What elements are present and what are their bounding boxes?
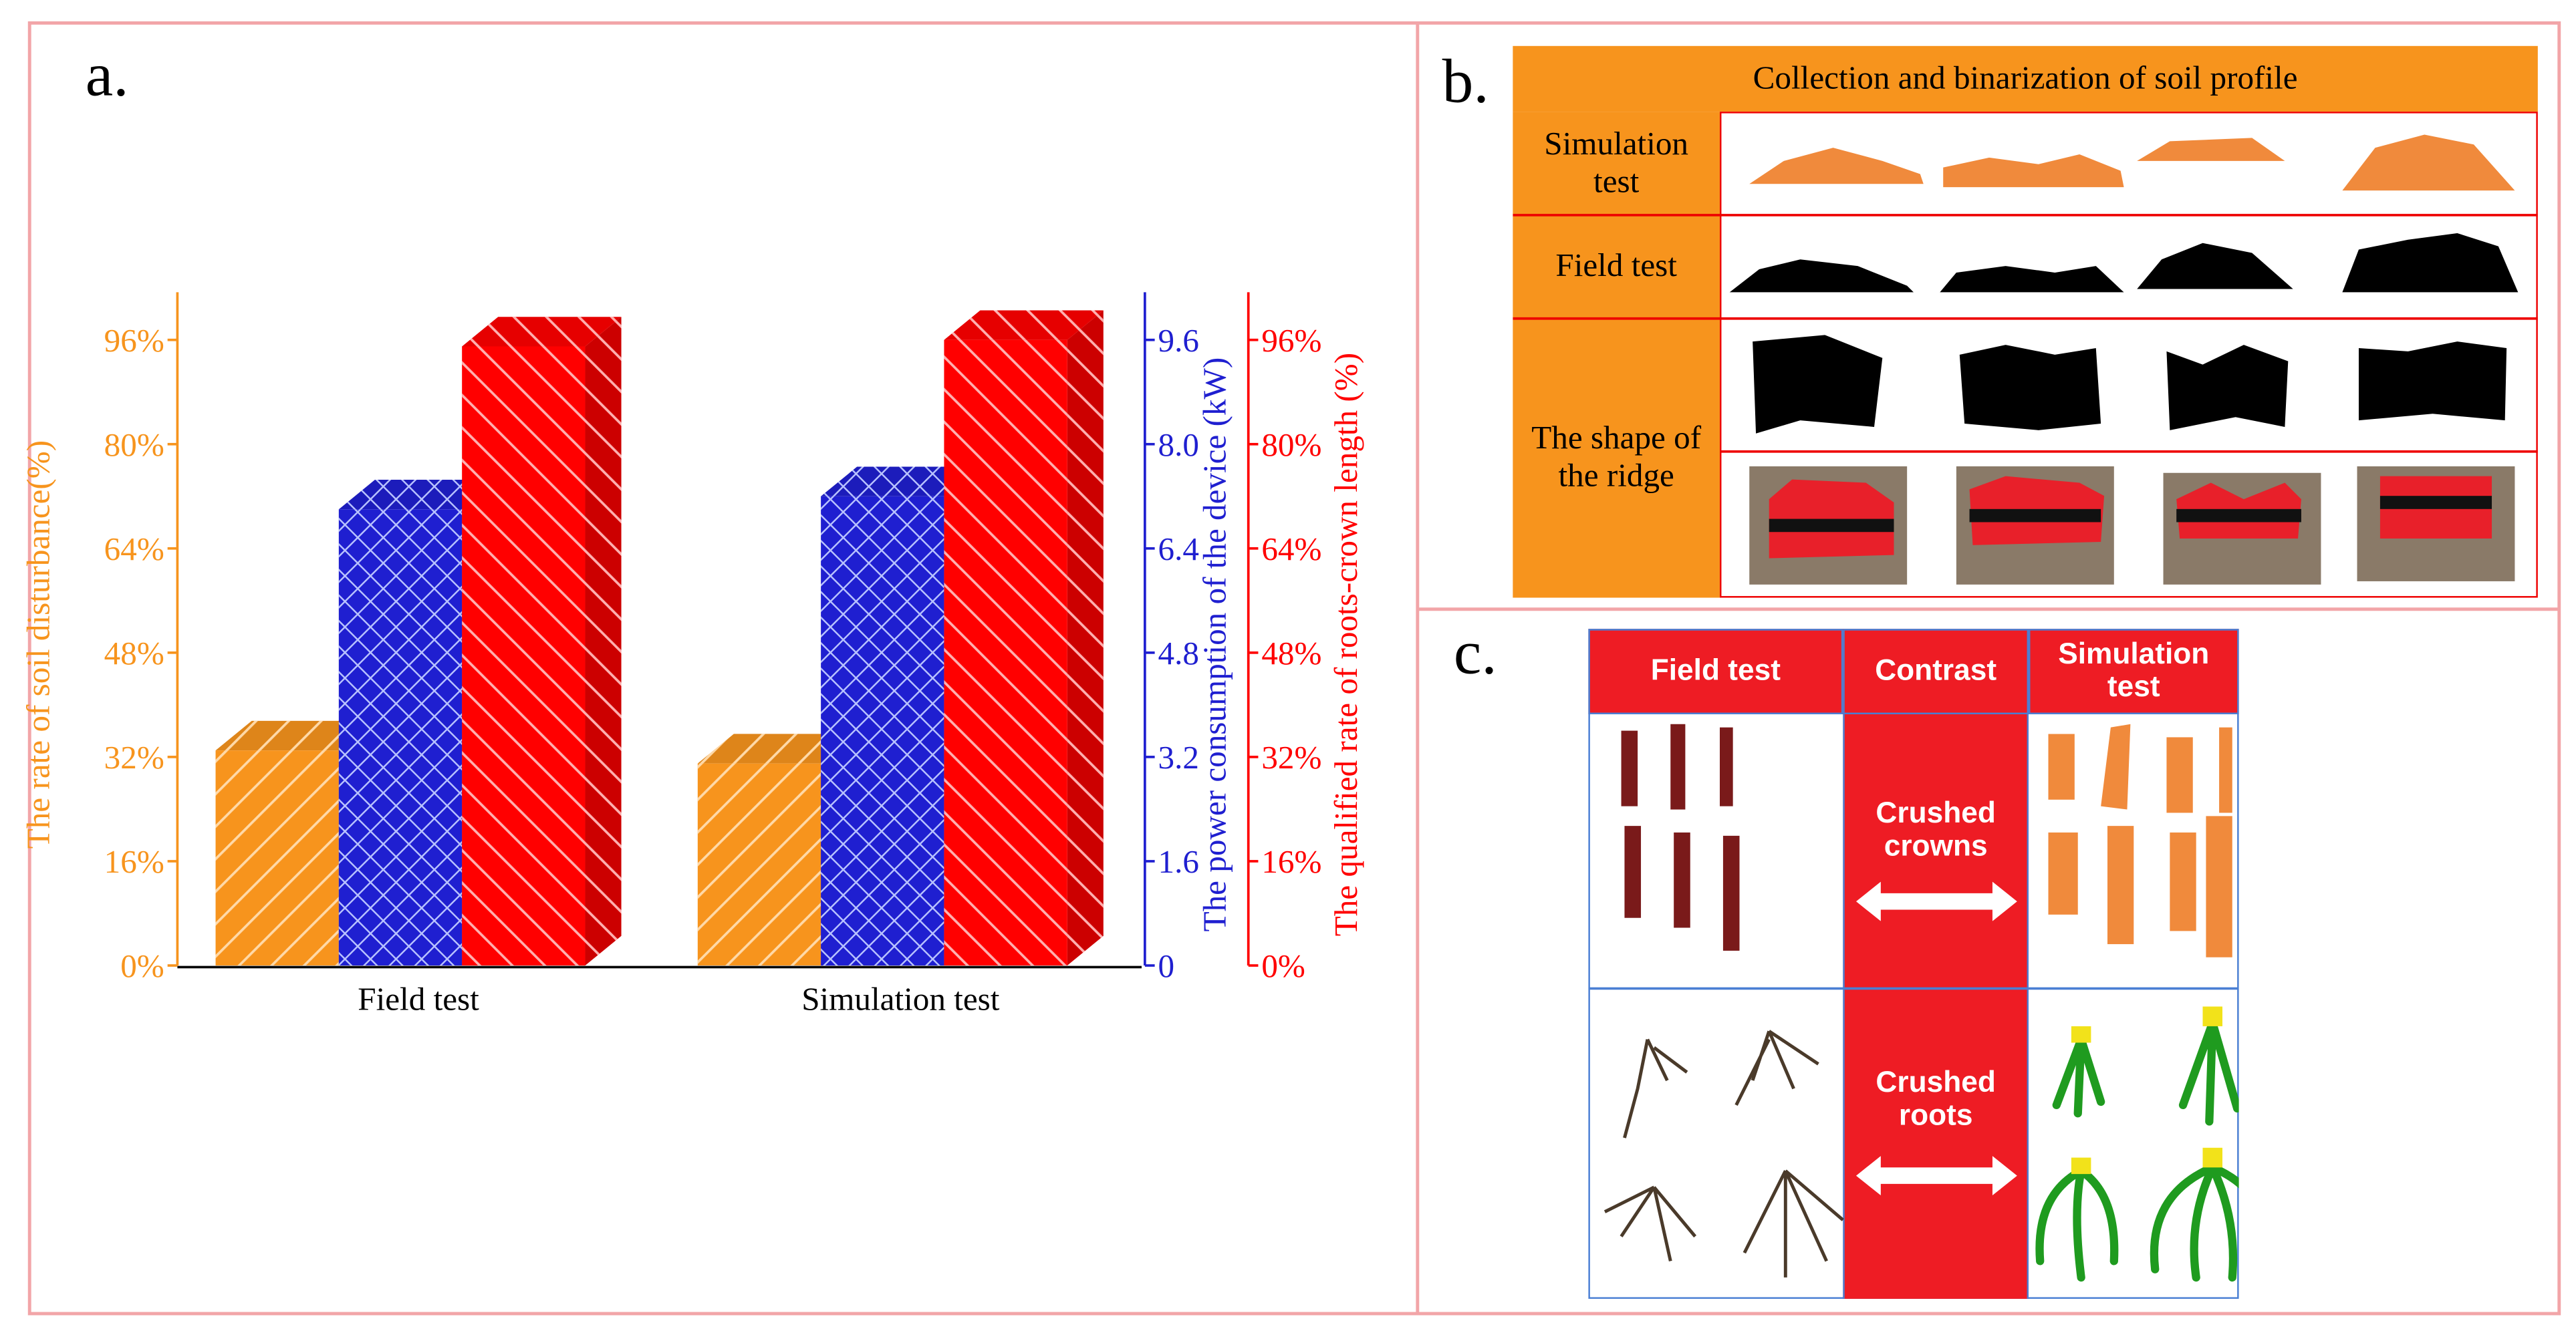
bar-top bbox=[338, 480, 499, 510]
axis-label: The rate of soil disturbance(%) bbox=[20, 440, 57, 849]
row-label: Simulation test bbox=[1544, 125, 1689, 200]
row-header-column bbox=[1513, 112, 1720, 598]
simulation-profiles bbox=[1749, 134, 2515, 191]
bar-hatch bbox=[697, 763, 821, 966]
y-tick-label: 64% bbox=[104, 531, 164, 567]
column-header: Simulation test bbox=[2029, 629, 2239, 715]
y-tick-label: 0% bbox=[1261, 947, 1305, 984]
y-tick-label: 6.4 bbox=[1158, 531, 1199, 567]
y-tick-label: 16% bbox=[1261, 843, 1321, 880]
y-tick-label: 80% bbox=[1261, 426, 1321, 463]
column-header: Contrast bbox=[1843, 629, 2029, 715]
x-tick-label: Simulation test bbox=[801, 980, 1000, 1017]
contrast-label: Crushed roots bbox=[1876, 1066, 1996, 1132]
y-tick-label: 4.8 bbox=[1158, 635, 1199, 672]
bar-hatch bbox=[821, 496, 944, 966]
contrast-column bbox=[1843, 714, 2029, 1299]
column-header: Field test bbox=[1588, 629, 1843, 715]
y-tick-label: 8.0 bbox=[1158, 426, 1199, 463]
crown-particles bbox=[2048, 724, 2232, 957]
ridge-photos bbox=[1749, 466, 2515, 585]
y-tick-label: 0 bbox=[1158, 947, 1175, 984]
bar-top bbox=[697, 734, 858, 764]
y-tick-label: 32% bbox=[104, 739, 164, 776]
bar-top bbox=[462, 317, 622, 347]
table-lines bbox=[1513, 214, 2538, 453]
chart: a. 0% 16% 32% 48% 64% 80% 96% The rate of soil … bbox=[20, 41, 1364, 1018]
bar-side bbox=[1067, 310, 1104, 966]
bar-hatch bbox=[215, 750, 339, 966]
bar-hatch bbox=[944, 339, 1067, 966]
panel-label: b. bbox=[1442, 47, 1489, 117]
crown-photos bbox=[1621, 724, 1740, 951]
y-tick-label: 96% bbox=[104, 322, 164, 359]
comparison-images bbox=[1588, 724, 2239, 1282]
table-title: Collection and binarization of soil prof… bbox=[1513, 45, 2538, 112]
y-tick-label: 16% bbox=[104, 843, 164, 880]
y-tick-label: 9.6 bbox=[1158, 322, 1199, 359]
y-tick-label: 3.2 bbox=[1158, 739, 1199, 776]
bar-top bbox=[215, 720, 375, 751]
y-tick-label: 48% bbox=[1261, 635, 1321, 672]
y-tick-label: 32% bbox=[1261, 739, 1321, 776]
y-tick-label: 1.6 bbox=[1158, 843, 1199, 880]
y-tick-label: 96% bbox=[1261, 322, 1321, 359]
y-tick-label: 80% bbox=[104, 426, 164, 463]
outer-border bbox=[27, 21, 2561, 1316]
bar-hatch bbox=[338, 509, 463, 966]
panel-label: c. bbox=[1453, 619, 1497, 688]
panel-label: a. bbox=[86, 41, 129, 110]
row-label: The shape of the ridge bbox=[1531, 420, 1702, 494]
row-label: Field test bbox=[1555, 248, 1677, 285]
y-tick-label: 48% bbox=[104, 635, 164, 672]
bar-top bbox=[944, 310, 1104, 340]
root-photos bbox=[1603, 1030, 1844, 1278]
y-tick-label: 0% bbox=[120, 947, 164, 984]
bar-top bbox=[821, 466, 981, 496]
root-crowns bbox=[2071, 1006, 2222, 1175]
x-tick-label: Field test bbox=[358, 980, 479, 1017]
soil-images bbox=[1513, 134, 2538, 585]
arrows bbox=[1855, 881, 2017, 1196]
axis-label: The power consumption of the device (kW) bbox=[1196, 357, 1233, 932]
field-profiles bbox=[1729, 233, 2519, 293]
bar-hatch bbox=[462, 346, 586, 966]
bar-side bbox=[585, 317, 622, 966]
root-models bbox=[2035, 1018, 2239, 1282]
contrast-label: Crushed crowns bbox=[1876, 796, 1996, 863]
ridge-binary bbox=[1753, 335, 2507, 434]
y-tick-label: 64% bbox=[1261, 531, 1321, 567]
axis-label: The qualified rate of roots-crown length… bbox=[1327, 353, 1364, 936]
